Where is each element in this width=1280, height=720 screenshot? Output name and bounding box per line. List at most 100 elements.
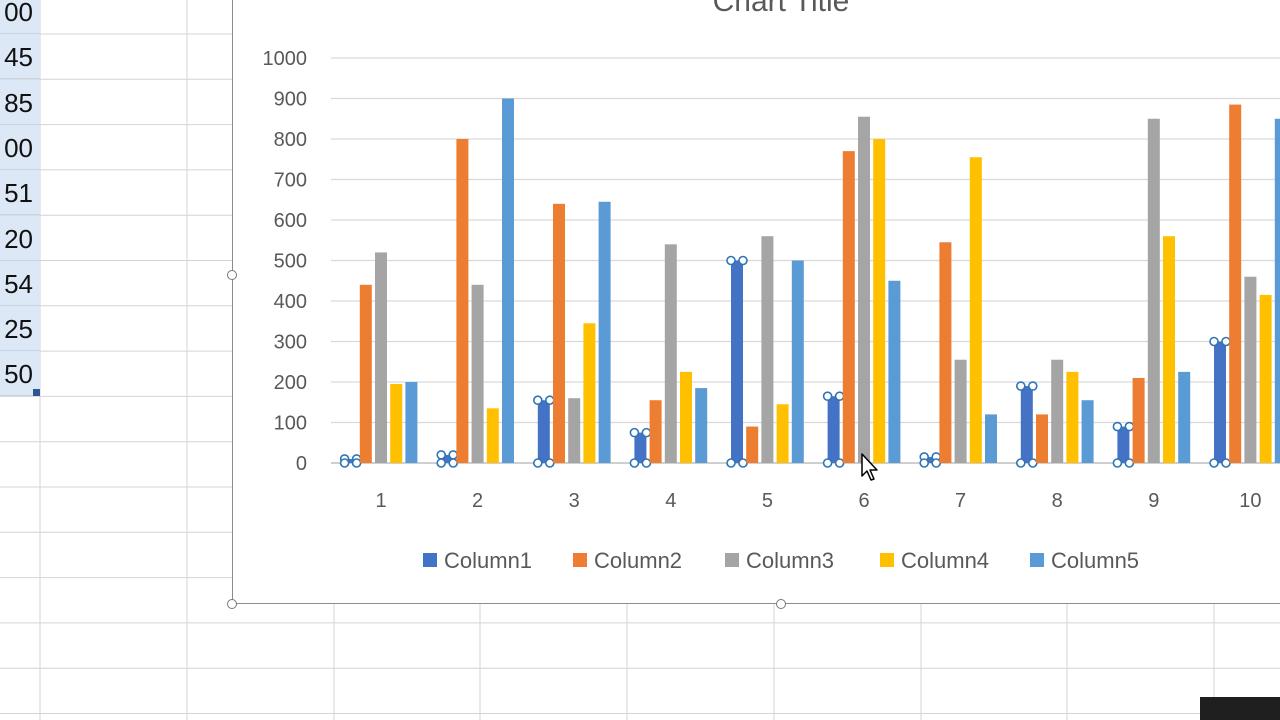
bar-column3-cat-5[interactable] [761, 236, 774, 463]
y-tick-label: 300 [274, 332, 307, 354]
series-selection-handle [1015, 458, 1026, 468]
bar-column2-cat-2[interactable] [456, 139, 469, 463]
bar-column3-cat-4[interactable] [664, 244, 677, 463]
bar-column4-cat-10[interactable] [1259, 294, 1272, 463]
selected-cell[interactable] [0, 306, 40, 352]
chart-area[interactable]: Chart Title 0 100 200 300 400 500 600 700 800 900 1… [232, 0, 1280, 604]
series-selection-handle [351, 458, 362, 468]
selected-cell[interactable] [0, 124, 40, 170]
series-selection-handle [641, 458, 652, 468]
series-selection-handle [544, 458, 555, 468]
selected-cell[interactable] [0, 260, 40, 306]
bar-column1-cat-10[interactable] [1214, 341, 1226, 464]
bar-column4-cat-1[interactable] [390, 384, 403, 463]
y-tick-label: 100 [274, 413, 307, 435]
bar-column1-cat-4[interactable] [634, 432, 647, 463]
chart-resize-handle-bottom[interactable] [776, 599, 786, 609]
column-chart[interactable]: Chart Title 0 100 200 300 400 500 600 700 800 900 1… [233, 0, 1280, 604]
bar-column3-cat-6[interactable] [858, 116, 870, 463]
bar-column5-cat-3[interactable] [598, 201, 611, 463]
bar-column4-cat-3[interactable] [583, 323, 596, 463]
bar-column2-cat-4[interactable] [649, 400, 662, 463]
bar-column1-cat-8[interactable] [1020, 386, 1033, 463]
x-tick-label: 8 [1052, 490, 1063, 512]
bar-column5-cat-8[interactable] [1081, 400, 1094, 463]
bar-column3-cat-1[interactable] [375, 252, 387, 463]
taskbar-fragment [1200, 697, 1280, 720]
selected-cell[interactable] [0, 79, 40, 125]
selected-cell[interactable] [0, 0, 40, 34]
bar-column1-cat-7[interactable] [924, 456, 937, 463]
bar-column1-cat-2[interactable] [441, 454, 454, 463]
bar-column3-cat-8[interactable] [1051, 359, 1064, 463]
bar-column2-cat-8[interactable] [1036, 414, 1048, 463]
series-selection-handle [1209, 336, 1219, 347]
bar-column5-cat-10[interactable] [1274, 118, 1280, 463]
legend-label-column4[interactable]: Column4 [901, 548, 989, 573]
series-selection-handle [738, 458, 748, 468]
legend-label-column3[interactable]: Column3 [746, 548, 834, 573]
mouse-cursor-icon [861, 453, 878, 481]
bar-column5-cat-2[interactable] [502, 98, 514, 464]
series-selection-handle [532, 395, 543, 406]
series-selection-handle [919, 458, 930, 468]
x-tick-label: 4 [665, 490, 676, 512]
bar-column1-cat-5[interactable] [731, 260, 743, 464]
y-tick-label: 0 [296, 453, 307, 475]
bar-column3-cat-2[interactable] [471, 284, 484, 463]
bar-column1-cat-3[interactable] [537, 400, 550, 463]
bar-column2-cat-3[interactable] [553, 203, 565, 464]
bar-column3-cat-7[interactable] [954, 359, 967, 463]
selected-cell[interactable] [0, 170, 40, 216]
bar-column5-cat-5[interactable] [791, 260, 804, 464]
bar-column3-cat-9[interactable] [1147, 118, 1160, 463]
bar-column2-cat-1[interactable] [359, 284, 372, 463]
selected-cell[interactable] [0, 351, 40, 397]
chart-resize-handle-left[interactable] [227, 270, 237, 280]
bar-column4-cat-5[interactable] [776, 404, 789, 463]
bar-column4-cat-4[interactable] [680, 371, 692, 463]
legend-label-column1[interactable]: Column1 [444, 548, 532, 573]
chart-resize-handle-bottom-left[interactable] [227, 599, 237, 609]
y-tick-label: 600 [274, 210, 307, 232]
bar-column1-cat-6[interactable] [827, 396, 840, 463]
bar-column5-cat-7[interactable] [985, 414, 997, 463]
fill-handle[interactable] [33, 389, 40, 396]
bar-column2-cat-6[interactable] [842, 151, 855, 463]
bar-column2-cat-7[interactable] [939, 242, 952, 463]
chart-title[interactable]: Chart Title [713, 0, 850, 18]
bar-column1-cat-9[interactable] [1117, 426, 1130, 463]
legend-label-column2[interactable]: Column2 [594, 548, 682, 573]
bar-column4-cat-9[interactable] [1163, 236, 1175, 463]
bar-column5-cat-9[interactable] [1178, 371, 1191, 463]
legend-swatch-column3 [725, 553, 739, 567]
bar-column4-cat-6[interactable] [873, 139, 886, 463]
y-tick-label: 1000 [263, 48, 308, 70]
cell-value: 45 [4, 42, 33, 73]
series-selection-handle [822, 458, 833, 468]
bar-column2-cat-9[interactable] [1132, 377, 1145, 463]
series-selection-handle [1112, 421, 1123, 432]
bar-column3-cat-10[interactable] [1244, 276, 1257, 463]
bar-column5-cat-4[interactable] [695, 388, 708, 463]
bar-column5-cat-1[interactable] [405, 382, 418, 463]
selected-cell[interactable] [0, 215, 40, 261]
bar-column3-cat-3[interactable] [568, 398, 581, 463]
x-tick-label: 7 [955, 490, 966, 512]
series-selection-handle [1124, 458, 1135, 468]
x-tick-label: 5 [762, 490, 773, 512]
y-tick-label: 900 [274, 89, 307, 111]
bar-column2-cat-5[interactable] [746, 426, 759, 463]
bar-column4-cat-8[interactable] [1066, 371, 1079, 463]
bar-column5-cat-6[interactable] [888, 280, 901, 463]
selected-cell[interactable] [0, 34, 40, 80]
bar-column1-cat-1[interactable] [344, 458, 357, 463]
legend-swatch-column4 [880, 553, 894, 567]
bar-column4-cat-7[interactable] [969, 157, 982, 463]
legend-swatch-column1 [423, 553, 437, 567]
bar-column2-cat-10[interactable] [1229, 104, 1242, 463]
bar-column4-cat-2[interactable] [486, 408, 499, 463]
y-tick-label: 400 [274, 291, 307, 313]
series-selection-handle [544, 395, 555, 406]
legend-label-column5[interactable]: Column5 [1051, 548, 1139, 573]
